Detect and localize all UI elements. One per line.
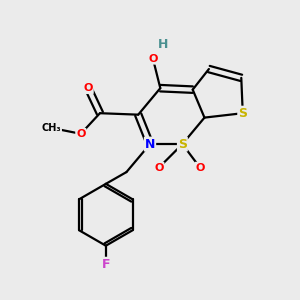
Text: F: F (102, 258, 110, 271)
Text: O: O (76, 129, 86, 139)
Text: CH₃: CH₃ (41, 123, 61, 133)
Text: S: S (238, 107, 247, 120)
Text: N: N (145, 138, 155, 151)
Text: O: O (83, 83, 93, 93)
Text: O: O (148, 54, 158, 64)
Text: H: H (158, 38, 168, 50)
Text: S: S (178, 138, 187, 151)
Text: O: O (154, 163, 164, 173)
Text: O: O (195, 163, 205, 173)
